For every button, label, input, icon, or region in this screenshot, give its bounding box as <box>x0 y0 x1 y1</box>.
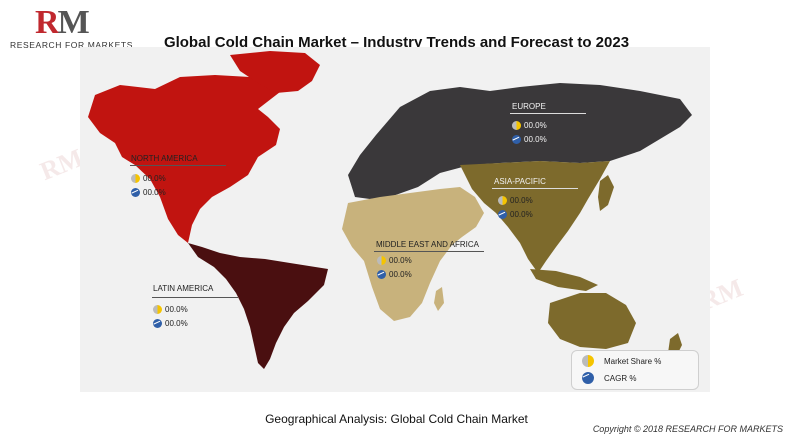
region-label-north-america: NORTH AMERICA <box>131 154 198 163</box>
map-legend: Market Share % CAGR % <box>571 350 699 390</box>
trend-up-icon <box>153 319 162 328</box>
pie-chart-icon <box>582 355 594 367</box>
region-shape-middle-east-africa[interactable] <box>342 187 484 321</box>
pie-chart-icon <box>377 256 386 265</box>
stat-cagr-asia-pacific: 00.0% <box>498 210 533 219</box>
region-divider-europe <box>510 113 586 114</box>
trend-up-icon <box>512 135 521 144</box>
pie-chart-icon <box>498 196 507 205</box>
stat-cagr-north-america: 00.0% <box>131 188 166 197</box>
stat-cagr-europe: 00.0% <box>512 135 547 144</box>
region-divider-middle-east-africa <box>374 251 484 252</box>
world-map: NORTH AMERICA 00.0% 00.0% EUROPE 00.0% 0… <box>80 47 710 392</box>
stat-market-share-middle-east-africa: 00.0% <box>377 256 412 265</box>
pie-chart-icon <box>512 121 521 130</box>
legend-label-market-share: Market Share % <box>604 356 662 366</box>
stat-market-share-latin-america: 00.0% <box>153 305 188 314</box>
copyright-text: Copyright © 2018 RESEARCH FOR MARKETS <box>592 424 783 434</box>
region-shape-australia[interactable] <box>548 293 636 349</box>
region-shape-north-america[interactable] <box>88 69 295 243</box>
trend-up-icon <box>498 210 507 219</box>
world-map-svg <box>88 51 692 369</box>
region-divider-latin-america <box>152 297 238 298</box>
region-label-europe: EUROPE <box>512 102 546 111</box>
legend-item-market-share: Market Share % <box>582 355 661 367</box>
stat-market-share-north-america: 00.0% <box>131 174 166 183</box>
stat-cagr-latin-america: 00.0% <box>153 319 188 328</box>
logo-text: RESEARCH FOR MARKETS <box>10 40 133 50</box>
region-divider-asia-pacific <box>492 188 578 189</box>
legend-label-cagr: CAGR % <box>604 373 637 383</box>
pie-chart-icon <box>131 174 140 183</box>
stat-cagr-middle-east-africa: 00.0% <box>377 270 412 279</box>
region-shape-japan[interactable] <box>598 175 614 211</box>
region-divider-north-america <box>130 165 226 166</box>
region-shape-asia-pacific[interactable] <box>460 161 610 273</box>
region-label-middle-east-africa: MIDDLE EAST AND AFRICA <box>376 240 479 249</box>
legend-item-cagr: CAGR % <box>582 372 636 384</box>
logo-mark: RM <box>35 4 90 41</box>
region-shape-latin-america[interactable] <box>188 243 328 369</box>
stat-market-share-europe: 00.0% <box>512 121 547 130</box>
region-label-asia-pacific: ASIA-PACIFIC <box>494 177 546 186</box>
region-shape-indonesia[interactable] <box>530 269 598 291</box>
map-caption: Geographical Analysis: Global Cold Chain… <box>265 412 528 426</box>
region-label-latin-america: LATIN AMERICA <box>153 284 214 293</box>
logo: RM RESEARCH FOR MARKETS <box>10 4 150 51</box>
region-shape-madagascar[interactable] <box>434 287 444 311</box>
page-title: Global Cold Chain Market – Industry Tren… <box>163 34 630 51</box>
stat-market-share-asia-pacific: 00.0% <box>498 196 533 205</box>
trend-up-icon <box>131 188 140 197</box>
region-shape-greenland[interactable] <box>230 51 320 93</box>
trend-up-icon <box>582 372 594 384</box>
pie-chart-icon <box>153 305 162 314</box>
trend-up-icon <box>377 270 386 279</box>
